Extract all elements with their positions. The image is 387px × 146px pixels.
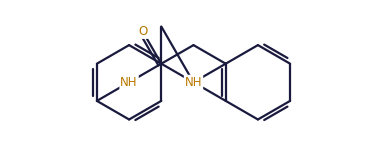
Text: NH: NH	[120, 76, 138, 89]
Text: O: O	[138, 25, 147, 38]
Text: NH: NH	[185, 76, 202, 89]
Text: O: O	[189, 76, 198, 89]
